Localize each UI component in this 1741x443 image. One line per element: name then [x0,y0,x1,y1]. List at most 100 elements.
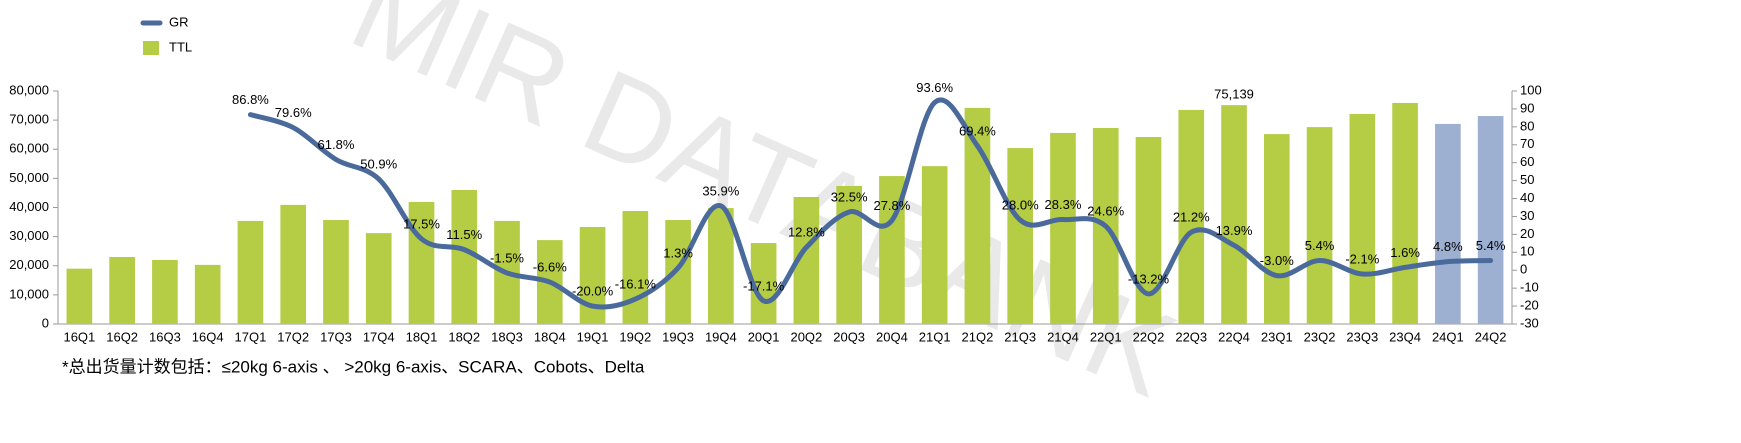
line-value-label: 24.6% [1087,204,1124,219]
x-tick-label: 24Q1 [1432,329,1464,344]
x-tick-label: 21Q4 [1047,329,1079,344]
x-tick-label: 23Q2 [1304,329,1336,344]
line-value-label: 61.8% [318,137,355,152]
y2-tick-label: 60 [1520,154,1534,169]
x-tick-label: 20Q3 [833,329,865,344]
y-tick-label: 60,000 [9,141,49,156]
x-tick-label: 18Q4 [534,329,566,344]
x-tick-label: 23Q4 [1389,329,1421,344]
footnote: *总出货量计数包括：≤20kg 6-axis 、 >20kg 6-axis、SC… [62,357,645,376]
line-value-label: -2.1% [1345,251,1379,266]
x-tick-label: 21Q2 [962,329,994,344]
bar [1007,148,1034,324]
bar [365,233,392,324]
bar [921,166,948,324]
line-value-label: 21.2% [1173,210,1210,225]
line-value-label: -17.1% [743,278,785,293]
line-value-label: -6.6% [533,259,567,274]
line-value-label: 4.8% [1433,239,1463,254]
x-tick-label: 16Q3 [149,329,181,344]
x-tick-label: 17Q2 [277,329,309,344]
line-value-label: 86.8% [232,92,269,107]
x-tick-label: 20Q1 [748,329,780,344]
x-tick-label: 19Q1 [577,329,609,344]
x-tick-label: 16Q1 [63,329,95,344]
line-value-label: 28.0% [1002,197,1039,212]
bar [665,220,691,324]
y2-tick-label: 50 [1520,172,1534,187]
y2-tick-label: 100 [1520,82,1542,97]
line-value-label: 93.6% [916,80,953,95]
x-tick-label: 16Q2 [106,329,138,344]
y2-tick-label: -10 [1520,280,1539,295]
y2-tick-label: 70 [1520,136,1534,151]
x-tick-label: 23Q1 [1261,329,1293,344]
x-tick-label: 19Q2 [619,329,651,344]
line [247,97,1494,310]
y2-tick-label: 90 [1520,100,1534,115]
bar [323,220,349,324]
y-tick-label: 20,000 [9,257,49,272]
x-tick-label: 17Q3 [320,329,352,344]
x-tick-label: 16Q4 [192,329,224,344]
legend-label: GR [169,14,189,29]
bar [1435,123,1461,324]
line-value-label: 17.5% [403,216,440,231]
bar [1221,105,1247,325]
x-tick-label: 18Q2 [448,329,480,344]
y-tick-label: 30,000 [9,228,49,243]
line-value-label: -3.0% [1260,253,1294,268]
y-tick-label: 70,000 [9,112,49,127]
x-tick-label: 21Q3 [1004,329,1036,344]
bar [1263,134,1290,324]
line-value-label: 35.9% [702,183,739,198]
y-tick-label: 0 [42,315,49,330]
y2-tick-label: 20 [1520,226,1534,241]
bar [152,259,178,324]
line-value-label: 28.3% [1045,197,1082,212]
line-value-label: -16.1% [615,277,657,292]
line-value-label: 1.3% [663,245,693,260]
bar [1349,114,1376,324]
bar [408,201,435,324]
x-tick-label: 17Q4 [363,329,395,344]
x-tick-label: 22Q1 [1090,329,1122,344]
x-tick-label: 23Q3 [1346,329,1378,344]
line-value-label: 5.4% [1476,238,1506,253]
bar [708,208,734,324]
x-tick-label: 20Q2 [790,329,822,344]
legend-label: TTL [169,39,192,54]
bar [109,257,135,324]
bar [1477,116,1504,324]
line-value-label: -20.0% [572,284,614,299]
bar [622,210,649,324]
x-tick-label: 22Q3 [1175,329,1207,344]
line-value-label: 1.6% [1390,245,1420,260]
y-tick-label: 50,000 [9,170,49,185]
line-value-label: 69.4% [959,123,996,138]
line-value-label: 11.5% [446,227,482,242]
bar [1306,127,1333,325]
line-value-label: 27.8% [873,198,910,213]
legend-swatch [143,41,159,55]
x-tick-label: 19Q3 [662,329,694,344]
y-tick-label: 80,000 [9,82,49,97]
bar [964,107,991,324]
bar [280,204,307,324]
x-tick-label: 22Q4 [1218,329,1250,344]
y-tick-label: 40,000 [9,199,49,214]
line-value-label: -1.5% [490,250,524,265]
bar [1392,102,1418,324]
x-tick-label: 19Q4 [705,329,737,344]
line-value-label: 13.9% [1216,223,1253,238]
bar [237,220,264,324]
y2-tick-label: 40 [1520,190,1534,205]
y2-tick-label: -30 [1520,315,1539,330]
y2-tick-label: 10 [1520,244,1534,259]
bar [194,264,221,324]
bar [451,190,478,324]
line-value-label: 12.8% [788,225,825,240]
line-value-label: 5.4% [1305,238,1335,253]
y2-tick-label: 80 [1520,118,1534,133]
bar-value-label: 75,139 [1214,87,1254,102]
